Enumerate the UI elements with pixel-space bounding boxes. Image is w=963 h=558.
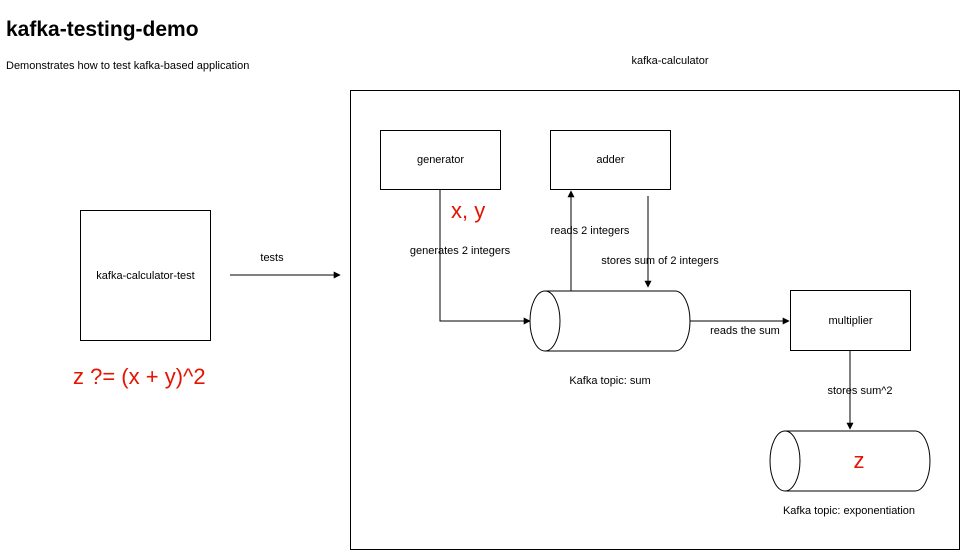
adder-node-label: adder: [596, 154, 625, 166]
topic-sum-label: Kafka topic: sum: [569, 375, 651, 387]
formula-annotation: z ?= (x + y)^2: [73, 364, 206, 389]
kafka-calculator-container: [350, 90, 960, 550]
multiplier-node-label: multiplier: [828, 314, 873, 327]
generator-node[interactable]: generator: [380, 130, 501, 190]
multiplier-node[interactable]: multiplier: [790, 290, 911, 351]
page-title: kafka-testing-demo: [6, 18, 199, 41]
topic-exp-cylinder[interactable]: [769, 430, 931, 492]
edge-tests-label: tests: [260, 252, 284, 264]
generator-node-label: generator: [416, 154, 465, 166]
edge-reads-sum-label: reads the sum: [710, 325, 780, 337]
edge-reads-label: reads 2 integers: [550, 225, 630, 237]
edge-generates: [439, 190, 531, 325]
container-label: kafka-calculator: [631, 55, 709, 67]
xy-annotation: x, y: [451, 198, 486, 223]
test-node[interactable]: kafka-calculator-test: [80, 210, 211, 341]
edge-generates-label: generates 2 integers: [409, 245, 511, 257]
adder-node[interactable]: adder: [550, 130, 671, 190]
edge-stores-sq-label: stores sum^2: [827, 385, 893, 397]
topic-sum-cylinder[interactable]: [529, 290, 691, 352]
test-node-label: kafka-calculator-test: [96, 269, 195, 282]
z-annotation: z: [853, 448, 865, 473]
page-subtitle: Demonstrates how to test kafka-based app…: [6, 60, 250, 72]
topic-exp-label: Kafka topic: exponentiation: [782, 505, 916, 517]
edge-stores-sum-label: stores sum of 2 integers: [601, 255, 719, 267]
